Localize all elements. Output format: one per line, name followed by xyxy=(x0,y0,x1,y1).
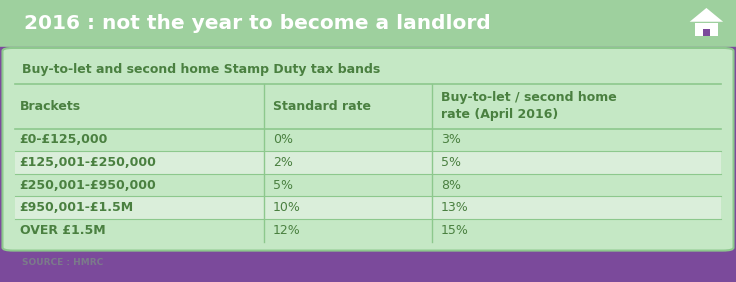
Text: £250,001-£950,000: £250,001-£950,000 xyxy=(20,179,156,191)
Text: 0%: 0% xyxy=(273,133,293,146)
Text: 5%: 5% xyxy=(273,179,293,191)
Text: Brackets: Brackets xyxy=(20,100,81,113)
Text: £0-£125,000: £0-£125,000 xyxy=(20,133,108,146)
Text: OVER £1.5M: OVER £1.5M xyxy=(20,224,105,237)
Bar xyxy=(15,219,721,241)
Text: 3%: 3% xyxy=(441,133,461,146)
Text: 13%: 13% xyxy=(441,201,469,214)
Text: 2016 : not the year to become a landlord: 2016 : not the year to become a landlord xyxy=(24,14,491,33)
Bar xyxy=(15,174,721,196)
Text: £125,001-£250,000: £125,001-£250,000 xyxy=(20,156,157,169)
Text: 10%: 10% xyxy=(273,201,301,214)
FancyBboxPatch shape xyxy=(695,23,718,36)
Text: SOURCE : HMRC: SOURCE : HMRC xyxy=(21,259,103,267)
Text: 15%: 15% xyxy=(441,224,469,237)
FancyBboxPatch shape xyxy=(2,48,734,251)
Text: Buy-to-let / second home
rate (April 2016): Buy-to-let / second home rate (April 201… xyxy=(441,91,617,122)
Bar xyxy=(15,151,721,174)
FancyBboxPatch shape xyxy=(703,28,710,36)
Text: £950,001-£1.5M: £950,001-£1.5M xyxy=(20,201,134,214)
Text: 12%: 12% xyxy=(273,224,301,237)
Bar xyxy=(15,196,721,219)
Text: 8%: 8% xyxy=(441,179,461,191)
Polygon shape xyxy=(690,8,723,22)
FancyBboxPatch shape xyxy=(0,0,736,47)
Text: Buy-to-let and second home Stamp Duty tax bands: Buy-to-let and second home Stamp Duty ta… xyxy=(22,63,380,76)
FancyBboxPatch shape xyxy=(15,84,721,129)
Text: Standard rate: Standard rate xyxy=(273,100,371,113)
Text: 2%: 2% xyxy=(273,156,293,169)
Bar xyxy=(15,129,721,151)
Text: 5%: 5% xyxy=(441,156,461,169)
